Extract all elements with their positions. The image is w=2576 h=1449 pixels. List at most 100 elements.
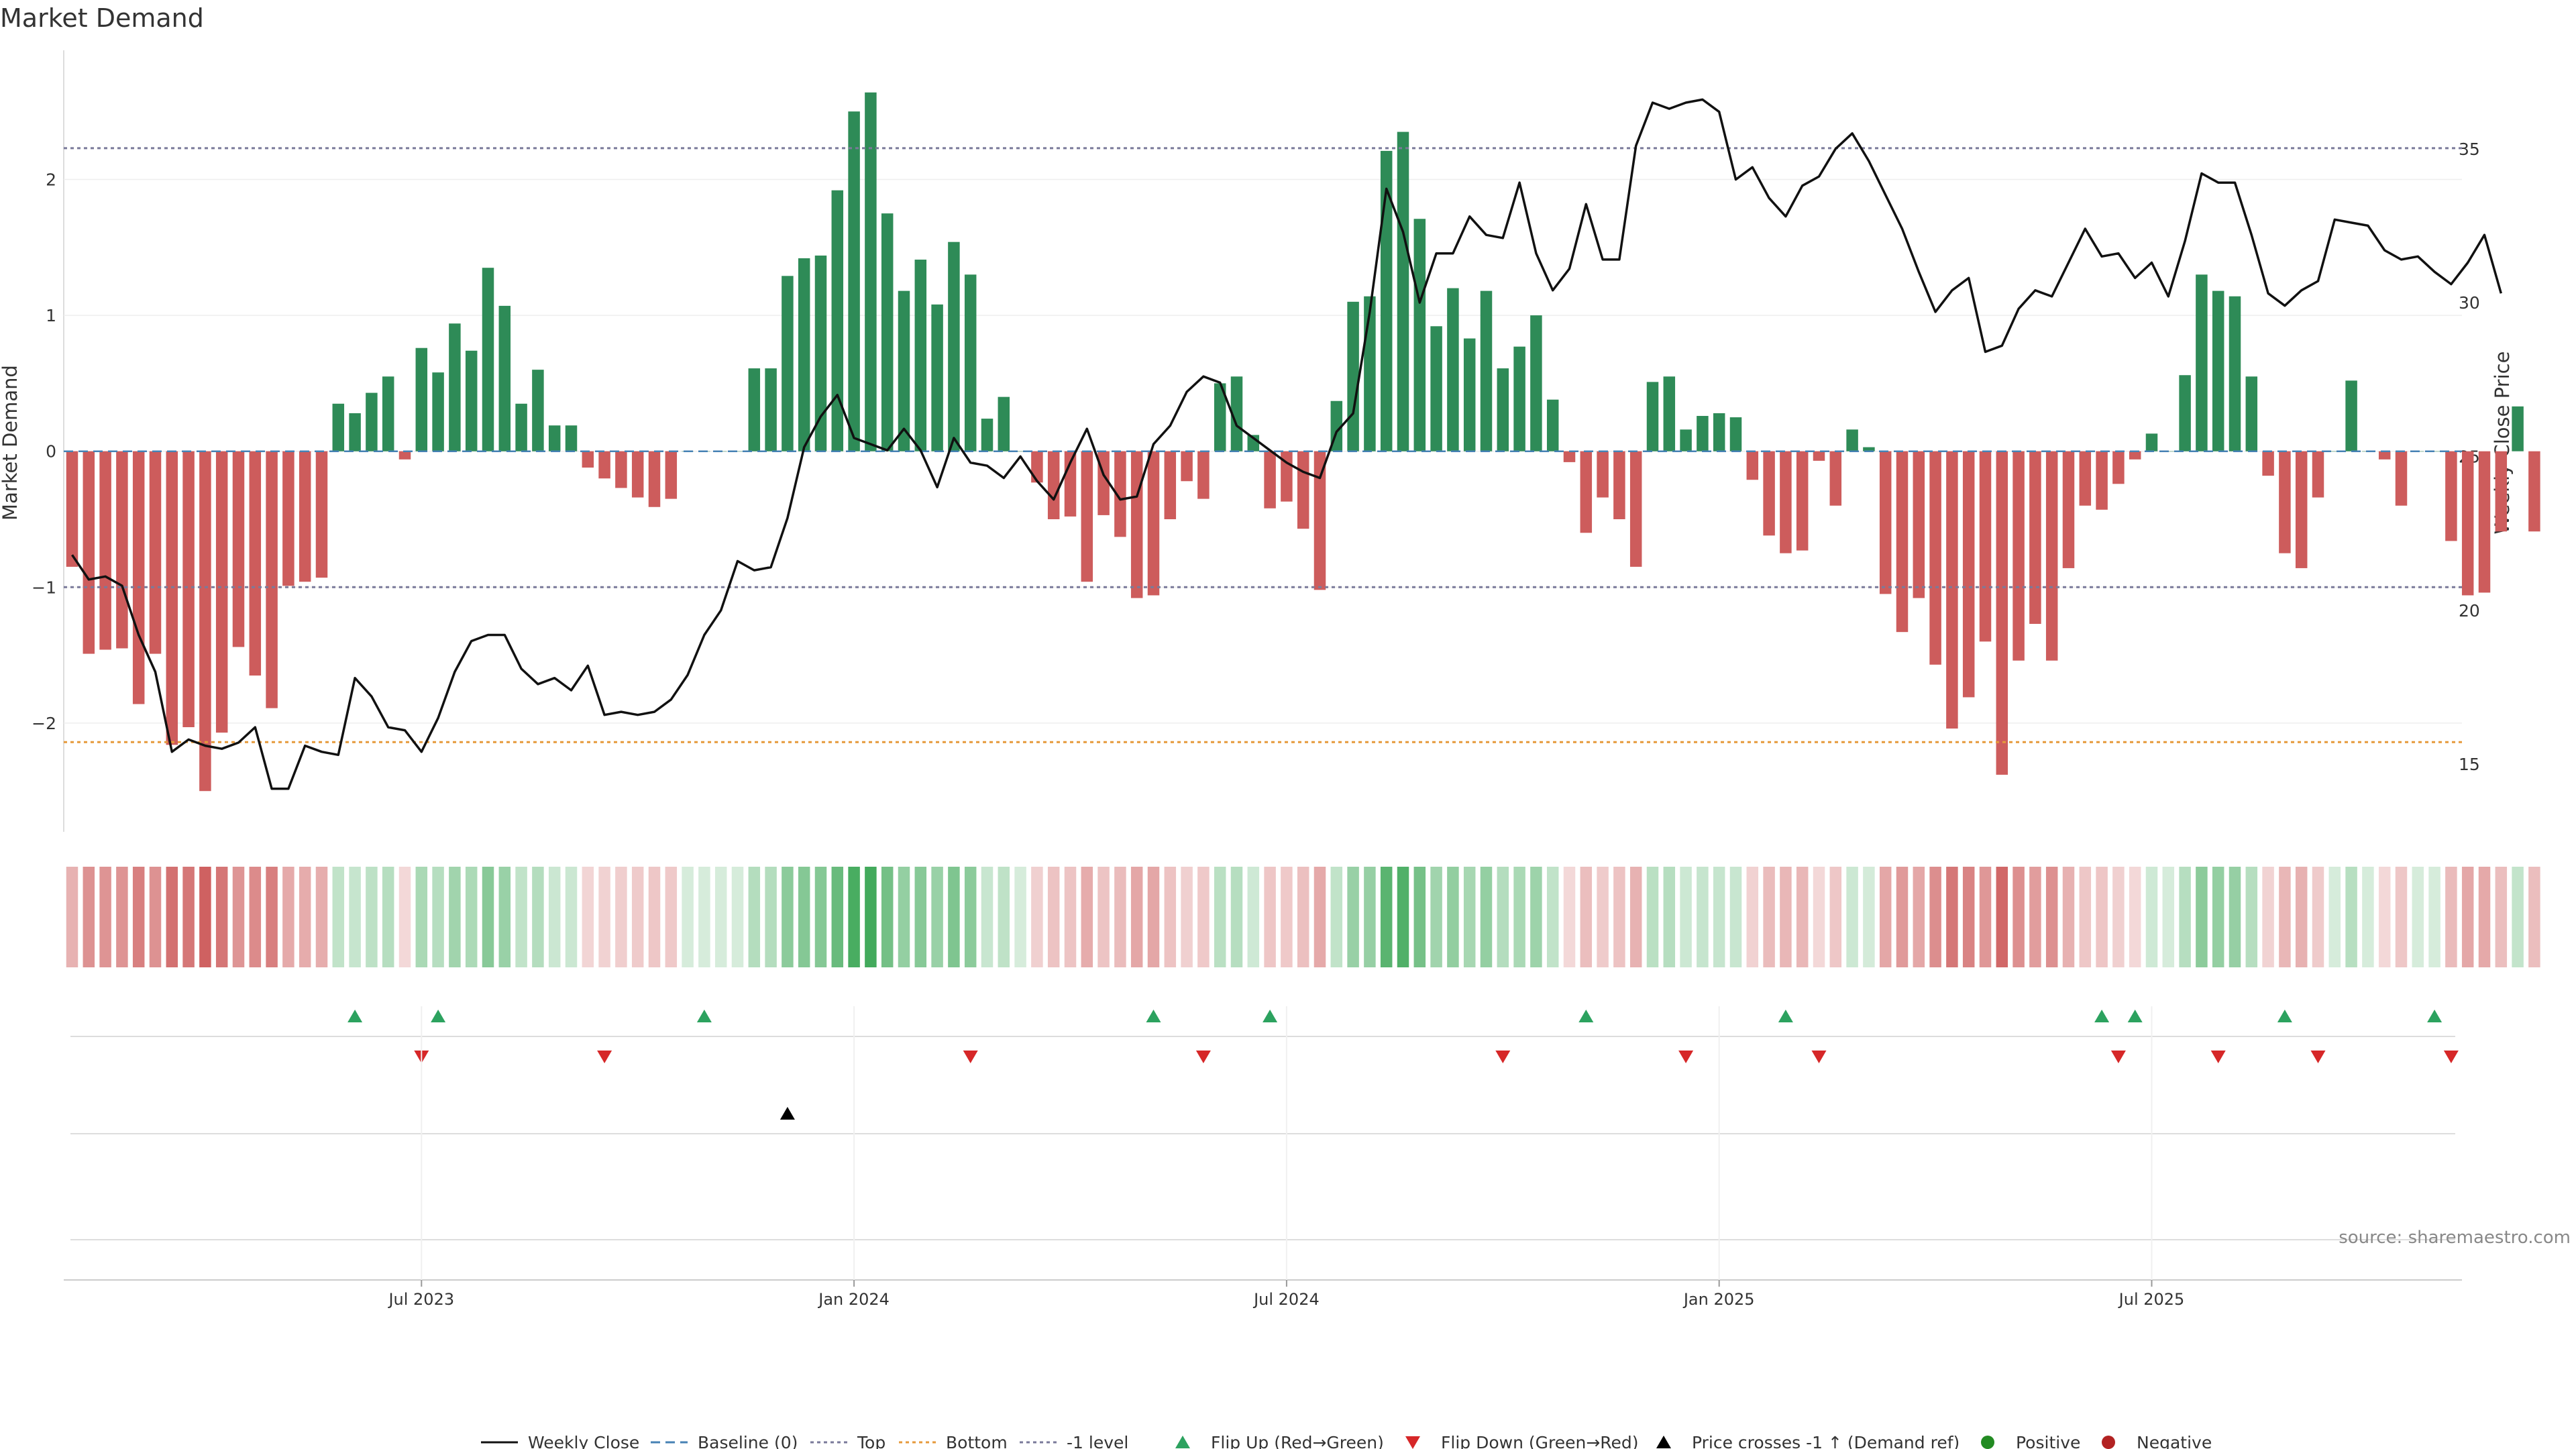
demand-bar-positive	[565, 425, 578, 451]
demand-bar-positive	[765, 368, 777, 451]
demand-bar-positive	[1014, 451, 1026, 452]
demand-bar-positive	[2179, 375, 2191, 451]
heat-cell	[2045, 867, 2058, 967]
heat-cell	[1447, 867, 1459, 967]
demand-bar-positive	[2145, 433, 2158, 451]
flip-down-marker	[2110, 1051, 2126, 1063]
demand-bar-positive	[1697, 416, 1709, 451]
heat-cell	[948, 867, 960, 967]
legend-label: Price crosses -1 ↑ (Demand ref)	[1692, 1433, 1960, 1449]
demand-bar-positive	[432, 372, 444, 451]
heat-cell	[1347, 867, 1359, 967]
heat-cell	[515, 867, 527, 967]
demand-bar-negative	[1946, 451, 1958, 729]
demand-bar-positive	[731, 451, 744, 452]
demand-bar-positive	[931, 304, 943, 451]
heat-cell	[1147, 867, 1160, 967]
heat-cell	[2062, 867, 2075, 967]
heat-cell	[2328, 867, 2341, 967]
heat-cell	[748, 867, 761, 967]
heat-cell	[1513, 867, 1525, 967]
demand-bar-negative	[1913, 451, 1925, 598]
heat-cell	[215, 867, 228, 967]
demand-bar-positive	[1413, 219, 1426, 451]
y-tick-label: −2	[32, 714, 56, 733]
heat-cell	[132, 867, 145, 967]
date-axis: Jul 2023 Jan 2024 Jul 2024 Jan 2025 Jul 2025	[64, 1006, 2462, 1309]
legend-label: Weekly Close	[528, 1433, 639, 1449]
demand-bar-negative	[1829, 451, 1842, 506]
demand-bar-negative	[132, 451, 145, 704]
flip-down-marker	[963, 1051, 978, 1063]
demand-bar-negative	[2395, 451, 2408, 506]
heat-cell	[2495, 867, 2508, 967]
demand-bar-positive	[1463, 338, 1476, 451]
demand-bar-positive	[548, 425, 561, 451]
heat-cell	[831, 867, 844, 967]
flip-up-marker	[696, 1010, 712, 1022]
demand-bar-negative	[1613, 451, 1625, 519]
flip-down-marker	[597, 1051, 612, 1063]
heat-cell	[1629, 867, 1642, 967]
heat-cell	[1962, 867, 1975, 967]
demand-bar-negative	[2312, 451, 2324, 498]
heat-cell	[631, 867, 644, 967]
demand-bar-positive	[332, 403, 345, 451]
flip-up-marker	[2094, 1010, 2110, 1022]
demand-bar-negative	[149, 451, 162, 654]
heat-cell	[199, 867, 211, 967]
heat-cell	[1996, 867, 2008, 967]
heat-cell	[2012, 867, 2025, 967]
heat-cell	[2145, 867, 2158, 967]
flip-down-marker	[2443, 1051, 2459, 1063]
legend-label: Top	[857, 1433, 885, 1449]
heat-cell	[1097, 867, 1110, 967]
flip-up-marker	[2277, 1010, 2292, 1022]
heat-cell	[582, 867, 594, 967]
heat-cell	[332, 867, 345, 967]
y-tick-label: 2	[46, 170, 56, 189]
demand-bar-negative	[1979, 451, 1992, 642]
heat-cell	[1580, 867, 1593, 967]
heat-cell	[798, 867, 810, 967]
heat-cell	[1181, 867, 1193, 967]
demand-bar-positive	[1497, 368, 1509, 451]
demand-bar-positive	[532, 370, 544, 451]
heat-cell	[498, 867, 511, 967]
demand-bar-positive	[2512, 406, 2524, 451]
heat-cell	[382, 867, 394, 967]
flip-up-marker	[347, 1010, 363, 1022]
demand-bar-positive	[798, 258, 810, 451]
flip-down-marker	[1195, 1051, 1211, 1063]
flip-down-marker	[1495, 1051, 1511, 1063]
heat-cell	[782, 867, 794, 967]
flip-up-marker	[1263, 1010, 1278, 1022]
demand-bar-negative	[249, 451, 262, 676]
demand-bar-positive	[964, 274, 977, 451]
heat-cell	[2096, 867, 2108, 967]
heat-cell	[1946, 867, 1958, 967]
demand-bar-positive	[1846, 429, 1858, 451]
heat-cell	[698, 867, 710, 967]
demand-bar-negative	[1147, 451, 1160, 596]
demand-heat-strip	[66, 867, 2540, 967]
flip-down-marker	[2310, 1051, 2326, 1063]
demand-bar-positive	[865, 92, 877, 451]
heat-cell	[83, 867, 95, 967]
heat-cell	[1430, 867, 1442, 967]
legend-swatch-flip-down	[1405, 1436, 1420, 1449]
heat-cell	[1729, 867, 1742, 967]
heat-cell	[2445, 867, 2457, 967]
heat-cell	[1364, 867, 1376, 967]
legend-label: Bottom	[946, 1433, 1008, 1449]
demand-bar-positive	[914, 260, 927, 451]
demand-bar-negative	[99, 451, 111, 650]
heat-cell	[598, 867, 610, 967]
heat-cell	[1463, 867, 1476, 967]
demand-bar-positive	[1646, 382, 1659, 451]
demand-bar-positive	[1347, 301, 1359, 451]
demand-bar-negative	[2029, 451, 2041, 625]
demand-bar-negative	[2012, 451, 2025, 661]
y2-tick-label: 35	[2459, 140, 2480, 159]
heat-cell	[2478, 867, 2491, 967]
